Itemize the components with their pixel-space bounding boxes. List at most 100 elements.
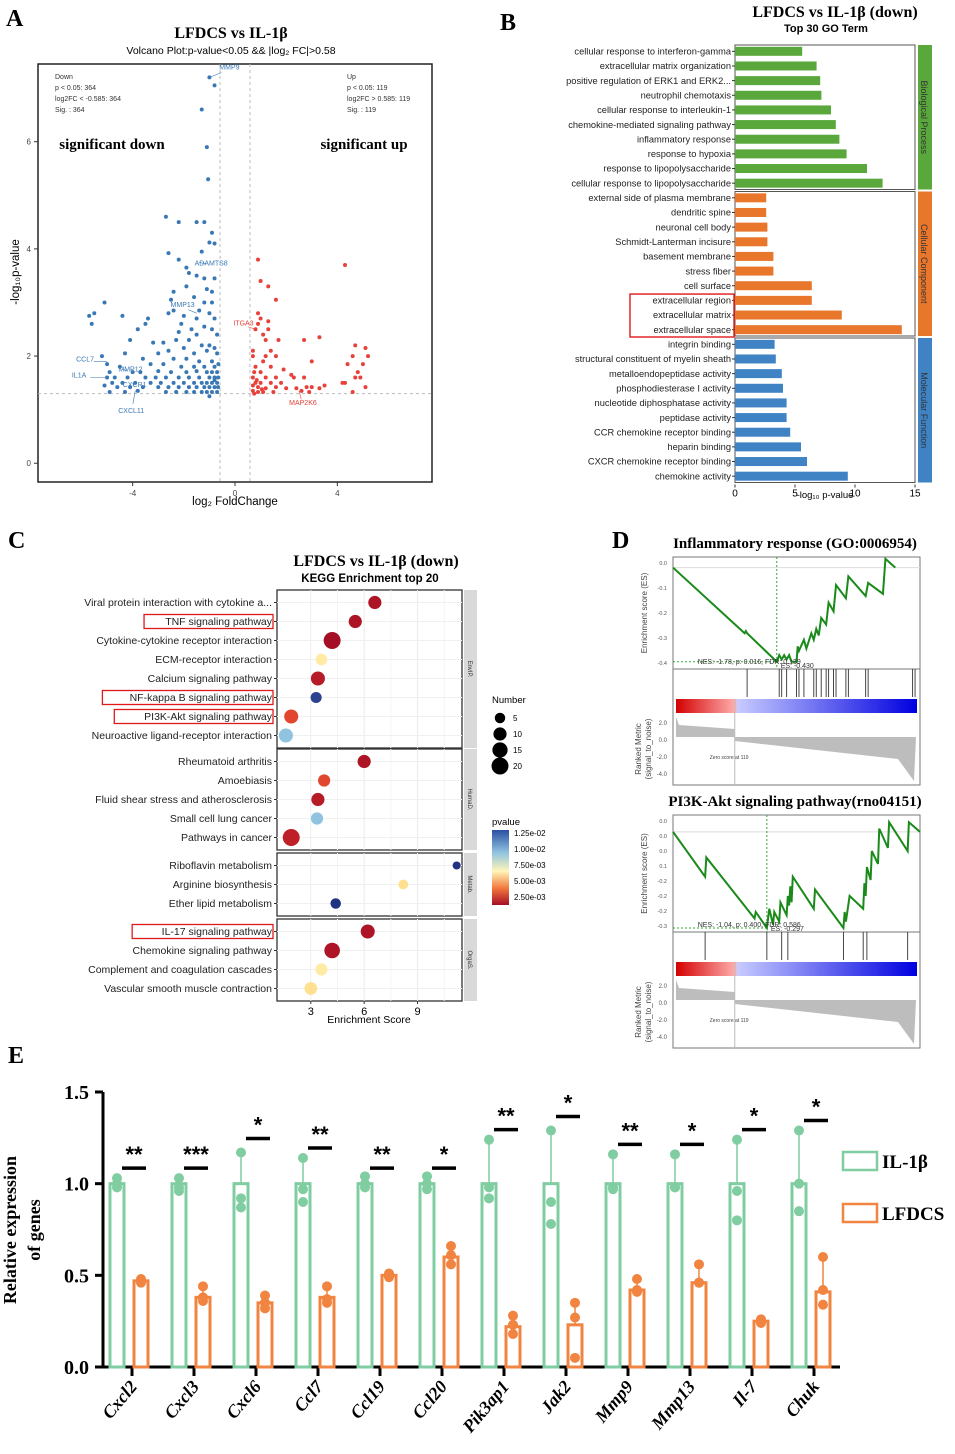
gsea2-title: PI3K-Akt signaling pathway(rno04151): [668, 794, 921, 810]
go-x-tick-label: 15: [909, 489, 921, 500]
go-bar: [735, 354, 776, 364]
go-term-label: neutrophil chemotaxis: [641, 90, 732, 100]
up-point: [353, 375, 358, 380]
gsea-es-tick-label: -0.2: [658, 894, 667, 900]
il1b-bar: [170, 1182, 188, 1369]
go-bar: [735, 295, 812, 305]
up-point: [302, 337, 307, 342]
gene-label-leader: [132, 382, 135, 386]
kegg-bubble: [357, 754, 371, 769]
gsea-metric-tick-label: 0.0: [659, 738, 668, 744]
replicate-point: [174, 1186, 184, 1196]
go-bar: [735, 237, 768, 247]
down-point: [192, 351, 197, 356]
go-x-tick-label: 5: [792, 489, 798, 500]
down-point: [194, 369, 199, 374]
down-point: [215, 351, 220, 356]
down-point: [151, 340, 156, 345]
kegg-bubble: [278, 728, 293, 743]
kegg-bubble: [310, 691, 322, 704]
down-point: [216, 375, 221, 380]
down-point: [207, 385, 212, 390]
down-point: [212, 316, 217, 321]
up-point: [302, 375, 307, 380]
down-point: [176, 257, 181, 262]
replicate-point: [818, 1299, 828, 1310]
down-point: [199, 389, 204, 394]
number-legend-label: 5: [513, 714, 518, 723]
up-point: [256, 389, 261, 394]
down-point: [209, 289, 214, 294]
replicate-point: [422, 1184, 432, 1195]
down-point: [120, 380, 125, 385]
go-x-tick-label: 0: [732, 489, 738, 500]
gene-label: MMP12: [118, 366, 142, 373]
gsea-rank-colorbar: [676, 962, 917, 976]
kegg-term-label: Pathways in cancer: [181, 832, 273, 844]
up-point: [294, 386, 299, 391]
down-point: [161, 362, 166, 367]
panel-letter-d: D: [612, 528, 630, 554]
down-point: [212, 276, 217, 281]
gene-label: IL1A: [72, 373, 87, 380]
up-point: [284, 386, 289, 391]
gsea-metric-axis-label: Ranked Metric(signal_to_noise): [634, 981, 653, 1042]
go-subtitle: Top 30 GO Term: [784, 23, 868, 35]
down-point: [199, 107, 204, 112]
up-point: [350, 354, 355, 359]
gene-label: Cxcl3: [160, 1377, 203, 1423]
down-point: [148, 380, 153, 385]
kegg-term-label: Neuroactive ligand-receptor interaction: [92, 730, 273, 742]
replicate-point: [298, 1197, 308, 1207]
down-point: [207, 394, 212, 399]
down-point: [133, 380, 138, 385]
go-bar: [735, 193, 767, 203]
replicate-point: [570, 1297, 580, 1308]
down-point: [184, 265, 189, 270]
kegg-term-label: IL-17 signaling pathway: [162, 926, 273, 938]
replicate-point: [546, 1197, 556, 1207]
down-point: [105, 362, 110, 367]
up-point: [263, 354, 268, 359]
down-point: [199, 249, 204, 254]
up-point: [345, 362, 350, 367]
down-point: [186, 385, 191, 390]
go-term-label: positive regulation of ERK1 and ERK2...: [566, 76, 731, 86]
x-tick-label: 4: [335, 489, 340, 498]
down-point: [215, 370, 220, 375]
down-point: [207, 311, 212, 316]
go-term-label: metalloendopeptidase activity: [609, 369, 731, 379]
significance-stars: *: [688, 1118, 697, 1143]
down-point: [212, 346, 217, 351]
replicate-point: [298, 1153, 308, 1163]
number-legend-label: 20: [513, 762, 522, 771]
up-point: [256, 311, 261, 316]
go-term-label: extracellular matrix organization: [600, 61, 731, 71]
down-point: [194, 273, 199, 278]
replicate-point: [508, 1329, 518, 1339]
gene-label: Ccl19: [346, 1377, 389, 1423]
go-term-label: response to lipopolysaccharide: [603, 164, 731, 174]
down-point: [199, 343, 204, 348]
go-term-label: CCR chemokine receptor binding: [594, 427, 731, 437]
go-term-label: dendritic spine: [671, 208, 731, 218]
pvalue-legend-title: pvalue: [492, 817, 520, 828]
gsea-metric-tick-label: 2.0: [659, 984, 668, 990]
go-term-label: chemokine-mediated signaling pathway: [568, 120, 731, 130]
down-point: [194, 316, 199, 321]
gsea-stats: NES: -1.78, p: 0.016, FDR: 0.139: [698, 659, 801, 666]
down-point: [176, 385, 181, 390]
down-point: [163, 214, 168, 219]
kegg-x-tick-label: 3: [308, 1006, 314, 1018]
replicate-point: [670, 1149, 680, 1160]
up-point: [273, 297, 278, 302]
kegg-term-label: Ether lipid metabolism: [169, 898, 273, 910]
down-point: [166, 311, 171, 316]
kegg-bubble: [310, 671, 325, 686]
go-bar: [735, 149, 847, 159]
replicate-point: [236, 1193, 246, 1204]
kegg-term-label: Arginine biosynthesis: [173, 879, 272, 891]
gsea-es-tick-label: -0.2: [658, 909, 667, 915]
expression-y-label: Relative expression of genes: [0, 1156, 44, 1304]
legend-swatch: [841, 1202, 879, 1224]
